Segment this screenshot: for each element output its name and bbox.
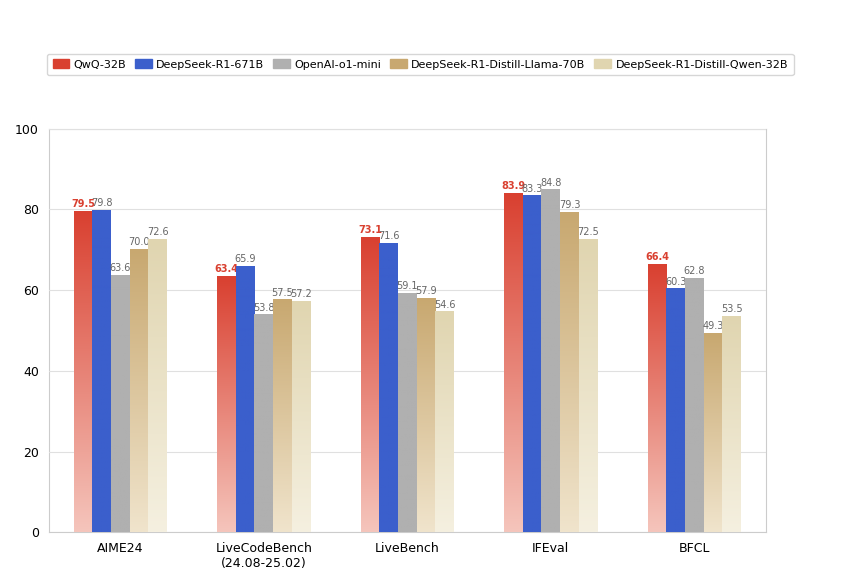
Text: 83.3: 83.3	[521, 184, 543, 194]
Text: 70.0: 70.0	[128, 238, 150, 247]
Text: 65.9: 65.9	[235, 254, 256, 264]
Text: 53.8: 53.8	[253, 303, 274, 313]
Text: 57.5: 57.5	[272, 288, 293, 298]
Text: 62.8: 62.8	[684, 266, 705, 277]
Text: 63.4: 63.4	[214, 264, 238, 274]
Text: 73.1: 73.1	[358, 225, 382, 235]
Text: 57.9: 57.9	[415, 286, 437, 296]
Text: 63.6: 63.6	[110, 263, 131, 273]
Text: 84.8: 84.8	[540, 178, 562, 188]
Text: 72.6: 72.6	[147, 227, 169, 237]
Text: 53.5: 53.5	[721, 304, 742, 314]
Text: 83.9: 83.9	[501, 181, 525, 191]
Text: 79.8: 79.8	[91, 198, 113, 208]
Text: 72.5: 72.5	[577, 228, 599, 238]
Text: 57.2: 57.2	[291, 289, 312, 299]
Text: 71.6: 71.6	[378, 231, 399, 241]
Legend: QwQ-32B, DeepSeek-R1-671B, OpenAI-o1-mini, DeepSeek-R1-Distill-Llama-70B, DeepSe: QwQ-32B, DeepSeek-R1-671B, OpenAI-o1-min…	[47, 54, 794, 75]
Text: 54.6: 54.6	[433, 300, 455, 309]
Text: 79.3: 79.3	[559, 200, 580, 210]
Text: 49.3: 49.3	[703, 321, 723, 331]
Text: 59.1: 59.1	[396, 281, 418, 291]
Text: 66.4: 66.4	[645, 252, 669, 262]
Text: 60.3: 60.3	[665, 277, 686, 287]
Text: 79.5: 79.5	[71, 199, 95, 209]
